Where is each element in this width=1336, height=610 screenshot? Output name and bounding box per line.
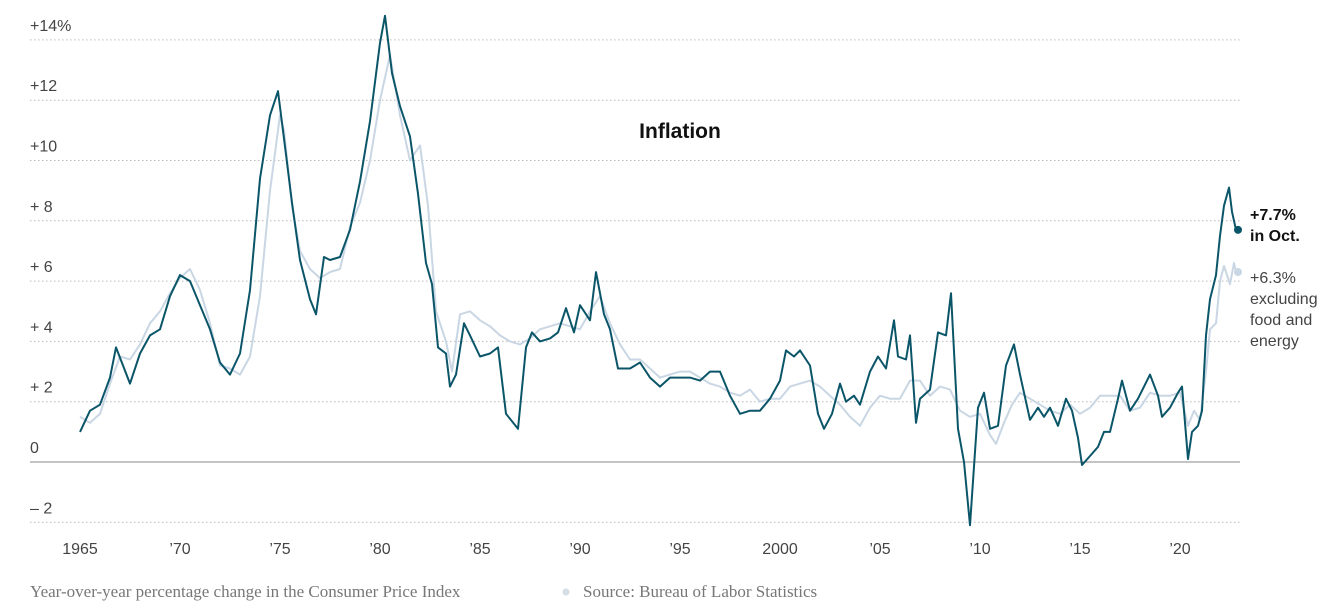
separator-dot <box>562 588 570 596</box>
line <box>79 14 1237 527</box>
y-tick-label: 0 <box>30 440 39 457</box>
x-tick-label: 2000 <box>762 541 798 558</box>
y-tick-label: +12 <box>30 78 57 95</box>
y-tick-label: + 4 <box>30 319 53 336</box>
caption: Year-over-year percentage change in the … <box>30 582 461 601</box>
x-tick-label: ’15 <box>1069 541 1090 558</box>
end-label: excluding <box>1250 291 1318 308</box>
x-tick-label: ’75 <box>269 541 290 558</box>
y-tick-label: +14% <box>30 18 71 35</box>
y-tick-label: – 2 <box>30 500 52 517</box>
y-tick-label: + 2 <box>30 380 53 397</box>
end-label: energy <box>1250 333 1299 350</box>
end-label: +6.3% <box>1250 270 1296 287</box>
y-tick-label: + 8 <box>30 199 53 216</box>
end-point <box>1234 268 1242 277</box>
source: Source: Bureau of Labor Statistics <box>583 582 817 601</box>
end-label: in Oct. <box>1250 228 1300 245</box>
x-tick-label: ’70 <box>169 541 190 558</box>
end-label: +7.7% <box>1250 207 1296 224</box>
x-tick-label: ’20 <box>1169 541 1190 558</box>
x-tick-label: ’90 <box>569 541 590 558</box>
x-tick-label: ’95 <box>669 541 690 558</box>
chart-title: Inflation <box>639 120 721 143</box>
x-tick-label: ’05 <box>869 541 890 558</box>
y-tick-label: +10 <box>30 139 57 156</box>
x-tick-label: 1965 <box>62 541 98 558</box>
x-tick-label: ’80 <box>369 541 390 558</box>
x-tick-label: ’85 <box>469 541 490 558</box>
x-tick-label: ’10 <box>969 541 990 558</box>
y-tick-label: + 6 <box>30 259 53 276</box>
end-point <box>1234 225 1242 234</box>
end-label: food and <box>1250 312 1312 329</box>
